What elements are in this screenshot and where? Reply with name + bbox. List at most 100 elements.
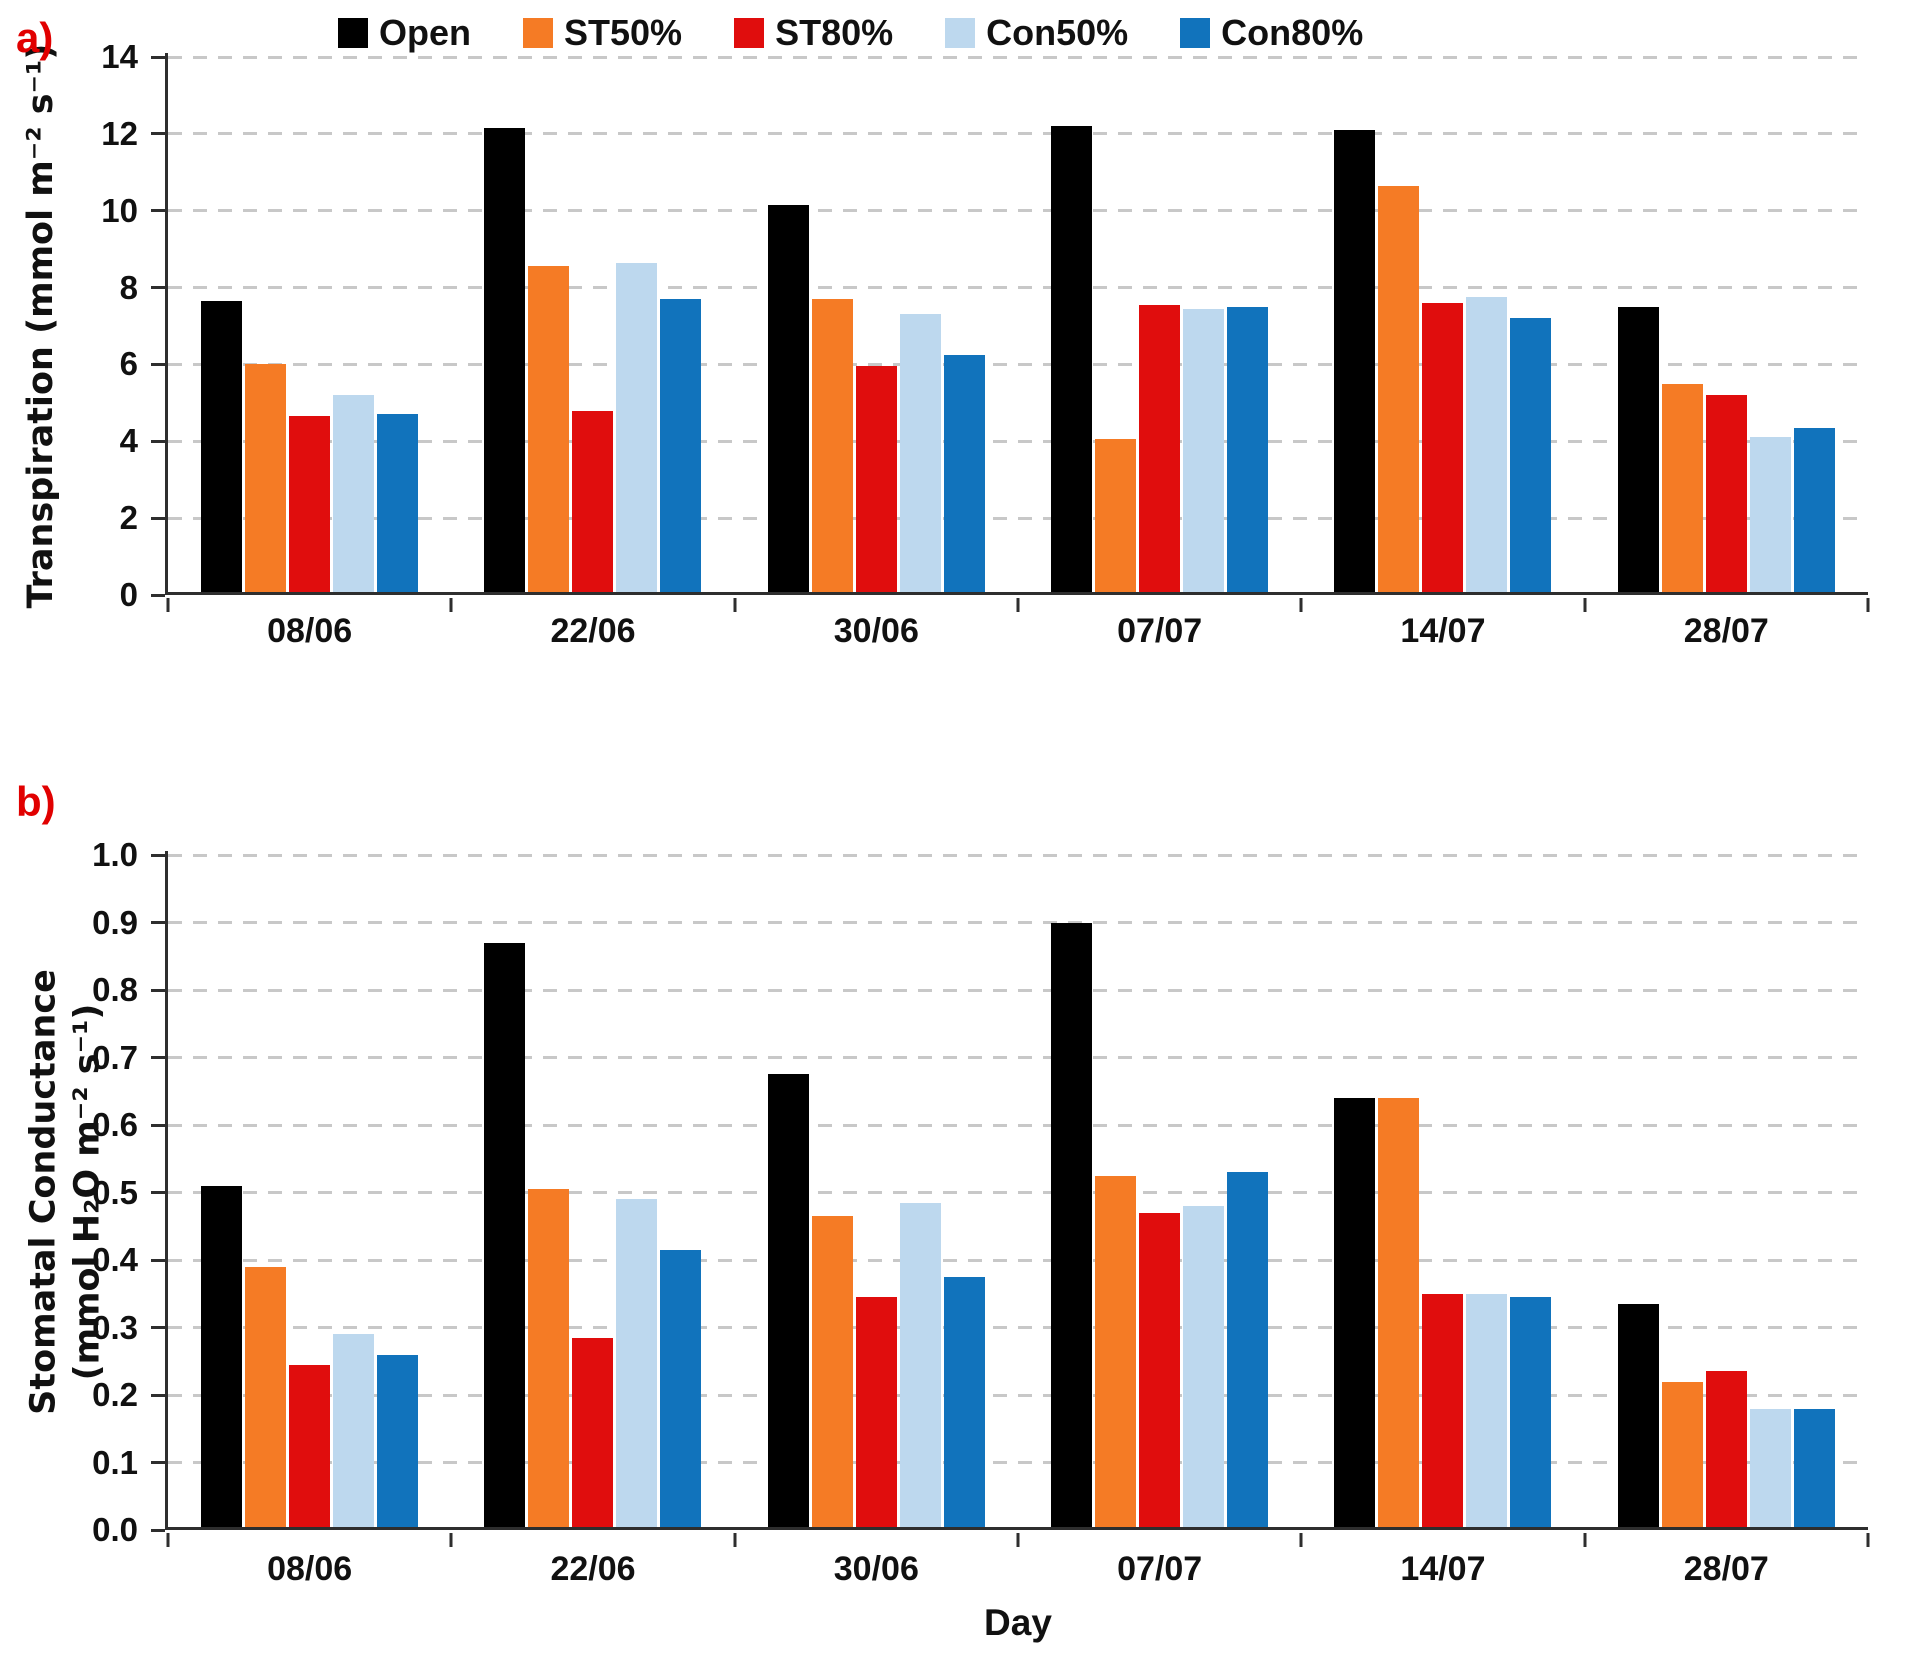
y-tick-mark [151, 209, 165, 213]
bar-open-08-06 [201, 1185, 243, 1530]
bar-group-14-07 [1301, 57, 1584, 595]
x-tick-label-30-06: 30/06 [833, 1550, 919, 1588]
bar-st50-07-07 [1095, 1175, 1137, 1530]
x-tick-label-30-06: 30/06 [833, 612, 919, 650]
bar-open-08-06 [201, 301, 243, 595]
bar-group-07-07 [1018, 57, 1301, 595]
panel-label-a: a) [16, 14, 54, 61]
y-tick-label: 2 [119, 499, 138, 537]
x-tick-labels-a: 08/06 22/06 30/06 07/07 14/07 28/07 [168, 612, 1868, 651]
bar-st50-28-07 [1661, 1381, 1703, 1530]
gridline [168, 853, 1868, 857]
legend-label-st80: ST80% [775, 12, 894, 53]
x-tick-mark [733, 598, 737, 612]
x-tick-mark [166, 1533, 170, 1547]
bar-con50-08-06 [333, 1334, 375, 1530]
bar-groups [168, 57, 1868, 595]
y-tick-mark [151, 286, 165, 290]
bar-group-28-07 [1585, 57, 1868, 595]
y-tick-label: 0.5 [92, 1173, 138, 1211]
bar-open-30-06 [767, 1074, 809, 1530]
gridline [168, 209, 1868, 213]
bar-con50-28-07 [1749, 1408, 1791, 1530]
bar-group-22-06 [451, 57, 734, 595]
gridline [168, 1056, 1868, 1059]
y-tick-mark [151, 1056, 165, 1059]
bar-st50-07-07 [1095, 439, 1137, 595]
bar-st80-08-06 [289, 416, 331, 595]
y-tick-label: 6 [119, 345, 138, 383]
legend-label-con50: Con50% [986, 12, 1129, 53]
bar-group-22-06 [451, 855, 734, 1530]
x-tick-label-07-07: 07/07 [1117, 612, 1203, 650]
x-tick-mark [449, 1533, 453, 1547]
legend-label-open: Open [379, 12, 472, 53]
gridline [168, 921, 1868, 924]
y-tick-mark [151, 1258, 165, 1262]
x-tick-labels-b: 08/06 22/06 30/06 07/07 14/07 28/07 [168, 1550, 1868, 1589]
bar-con80-30-06 [943, 354, 985, 595]
x-tick-label-14-07: 14/07 [1400, 1550, 1486, 1588]
gridline [168, 362, 1868, 366]
plot-area-a: 0 2 4 6 8 10 12 14 [101, 38, 1870, 613]
bar-open-07-07 [1051, 126, 1093, 595]
x-tick-mark [449, 598, 453, 612]
legend-swatch-st50 [523, 18, 554, 48]
bar-open-14-07 [1334, 130, 1376, 595]
bar-st50-14-07 [1378, 1098, 1420, 1530]
bar-st80-28-07 [1705, 1371, 1747, 1530]
legend-swatch-con50 [945, 18, 976, 48]
bar-st50-22-06 [528, 1189, 570, 1530]
x-tick-mark [1583, 1533, 1587, 1547]
y-tick-mark [151, 1123, 165, 1127]
legend-item-st80: ST80% [734, 12, 893, 54]
bar-con80-28-07 [1793, 427, 1835, 595]
x-tick-label-07-07: 07/07 [1117, 1550, 1203, 1588]
y-tick-mark [151, 439, 165, 443]
x-axis-title: Day [984, 1602, 1052, 1643]
y-tick-mark [151, 1326, 165, 1329]
bar-con50-08-06 [333, 395, 375, 595]
x-tick-mark [1299, 598, 1303, 612]
bar-open-14-07 [1334, 1098, 1376, 1530]
y-tick-mark [151, 1393, 165, 1397]
legend-swatch-st80 [734, 18, 765, 48]
y-tick-label: 0.0 [92, 1511, 138, 1548]
y-tick-mark [151, 1461, 165, 1464]
x-tick-mark [1299, 1533, 1303, 1547]
legend-label-st50: ST50% [564, 12, 683, 53]
y-tick-label: 14 [101, 38, 138, 75]
bar-con80-30-06 [943, 1276, 985, 1530]
bar-st50-14-07 [1378, 185, 1420, 595]
bar-open-28-07 [1617, 1303, 1659, 1530]
x-tick-label-08-06: 08/06 [267, 612, 353, 650]
bar-con50-22-06 [616, 1199, 658, 1530]
bar-open-30-06 [767, 204, 809, 595]
bar-con50-07-07 [1183, 1206, 1225, 1530]
bar-st50-08-06 [245, 364, 287, 595]
y-tick-label: 0.4 [92, 1241, 138, 1278]
legend: Open ST50% ST80% Con50% Con80% [338, 12, 1363, 54]
bar-st80-30-06 [855, 1297, 897, 1530]
bar-con50-28-07 [1749, 437, 1791, 595]
bar-st50-30-06 [811, 1216, 853, 1530]
bar-con50-22-06 [616, 262, 658, 595]
gridline [168, 1258, 1868, 1262]
x-tick-label-08-06: 08/06 [267, 1550, 353, 1588]
y-tick-mark [151, 593, 165, 597]
y-axis-line [165, 53, 168, 595]
bar-st50-30-06 [811, 299, 853, 595]
plot-area-b: 0.0 0.1 0.2 0.3 0.4 0.5 0.6 0.7 0.8 0.9 1.0 [92, 836, 1870, 1548]
bar-group-30-06 [735, 855, 1018, 1530]
bar-con80-08-06 [377, 1354, 419, 1530]
gridline [168, 55, 1868, 59]
x-tick-label-22-06: 22/06 [550, 612, 636, 650]
bar-con50-30-06 [899, 1202, 941, 1530]
bar-con80-14-07 [1510, 318, 1552, 595]
bar-st50-08-06 [245, 1266, 287, 1530]
y-tick-mark [151, 55, 165, 59]
x-tick-mark [1866, 1533, 1870, 1547]
y-axis-line [165, 851, 168, 1530]
y-tick-label: 0.6 [92, 1106, 138, 1143]
bar-st80-07-07 [1139, 304, 1181, 595]
